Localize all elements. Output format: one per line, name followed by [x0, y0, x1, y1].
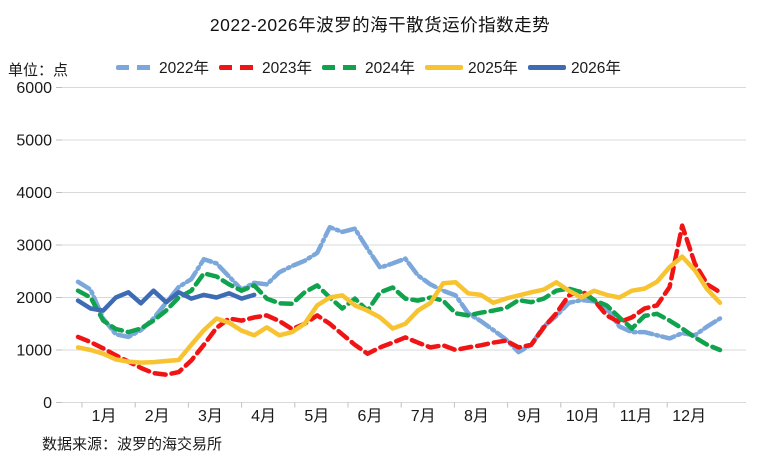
y-axis-unit-label: 单位：点: [8, 62, 69, 79]
y-axis-label: 5000: [16, 133, 52, 150]
legend-item-2026: 2026年: [527, 56, 621, 78]
series-line-2022年: [75, 224, 723, 355]
y-axis-label: 6000: [16, 80, 52, 97]
x-axis-label: 2月: [145, 408, 170, 425]
legend-line-sample-2023: [218, 64, 257, 70]
series-line-2026年: [75, 288, 257, 313]
x-axis-label: 10月: [566, 408, 600, 425]
x-axis-label: 3月: [198, 408, 223, 425]
y-axis-label: 4000: [16, 185, 52, 202]
legend-item-2022: 2022年: [116, 56, 209, 78]
legend-label-2026: 2026年: [570, 60, 621, 77]
series-line-2023年: [75, 223, 723, 377]
legend-line-sample-2026: [527, 64, 566, 70]
data-source-note: 数据来源：波罗的海交易所: [42, 436, 223, 453]
legend-label-2023: 2023年: [261, 60, 312, 77]
x-axis-label: 1月: [92, 408, 117, 425]
legend-line-sample-2024: [321, 64, 360, 70]
chart-title: 2022-2026年波罗的海干散货运价指数走势: [209, 15, 551, 35]
x-axis-label: 9月: [517, 408, 542, 425]
legend-item-2023: 2023年: [218, 56, 312, 78]
legend-item-2025: 2025年: [424, 56, 518, 78]
legend: 2022年 2023年 2024年 2025年 2026年: [116, 57, 621, 77]
x-axis-label: 7月: [411, 408, 436, 425]
x-axis-label: 11月: [620, 408, 653, 425]
legend-label-2024: 2024年: [364, 60, 415, 77]
x-axis-label: 8月: [464, 408, 489, 425]
legend-label-2022: 2022年: [159, 60, 209, 77]
y-axis-label: 2000: [16, 290, 52, 307]
x-axis-label: 5月: [304, 408, 329, 425]
series-line-2025年: [75, 254, 723, 365]
x-axis-label: 12月: [672, 408, 706, 425]
legend-item-2024: 2024年: [321, 56, 415, 78]
x-axis-label: 6月: [358, 408, 383, 425]
legend-label-2025: 2025年: [467, 60, 518, 77]
legend-line-sample-2025: [424, 64, 463, 70]
y-axis-label: 3000: [16, 238, 52, 255]
x-axis-label: 4月: [251, 408, 276, 425]
y-axis-label: 1000: [16, 343, 52, 360]
y-axis-label: 0: [43, 395, 52, 412]
legend-line-sample-2022: [116, 64, 154, 70]
